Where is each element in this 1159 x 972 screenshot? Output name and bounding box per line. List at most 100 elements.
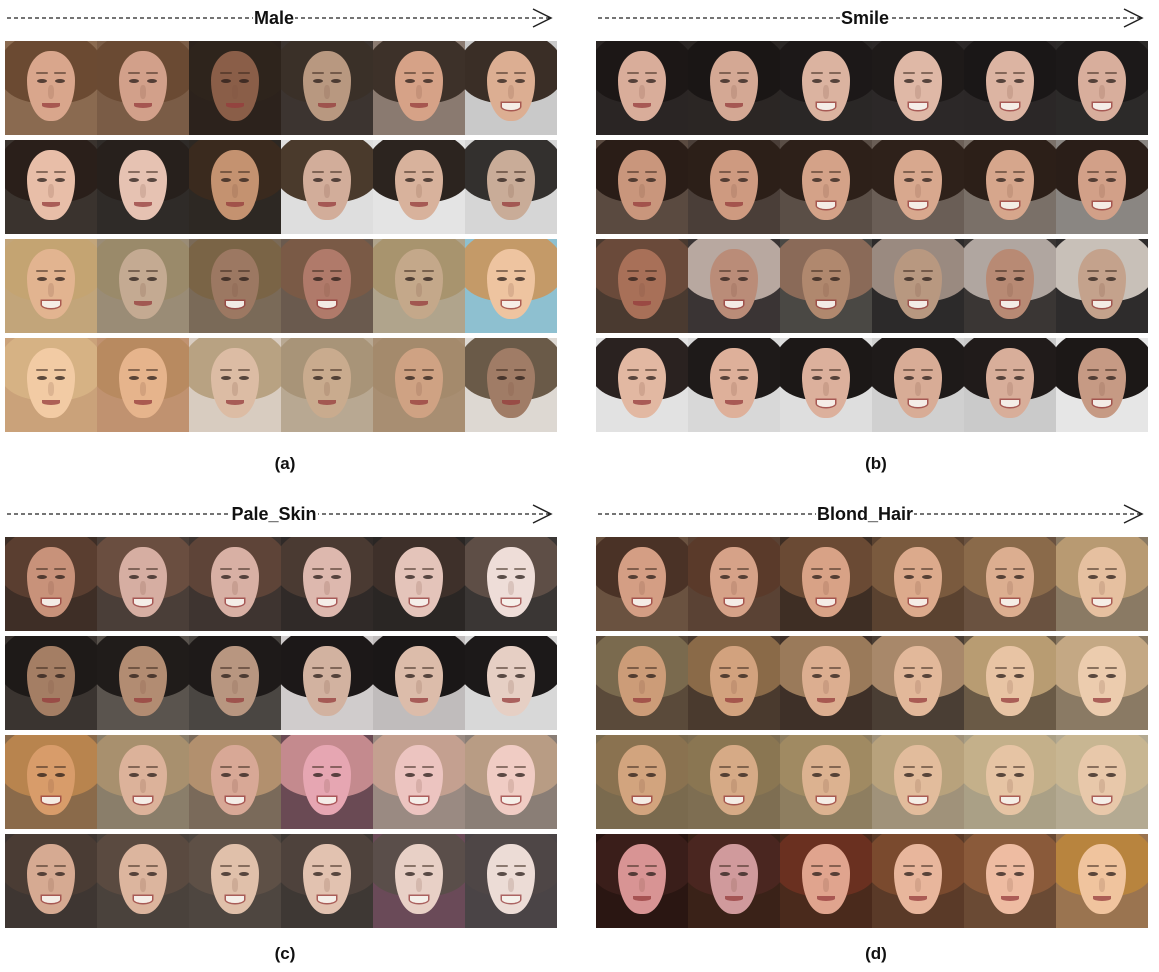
face-thumbnail [465, 834, 557, 928]
face-thumbnail [872, 140, 964, 234]
face-thumbnail [97, 41, 189, 135]
dashed-arrow-icon [598, 8, 1144, 28]
face-row [596, 636, 1148, 730]
attribute-label: Male [252, 8, 296, 28]
face-row [596, 140, 1148, 234]
face-thumbnail [465, 239, 557, 333]
face-thumbnail [189, 239, 281, 333]
face-thumbnail [780, 537, 872, 631]
face-thumbnail [97, 338, 189, 432]
face-thumbnail [373, 636, 465, 730]
face-thumbnail [281, 239, 373, 333]
face-thumbnail [465, 537, 557, 631]
face-thumbnail [1056, 41, 1148, 135]
face-thumbnail [872, 239, 964, 333]
face-thumbnail [189, 537, 281, 631]
face-thumbnail [281, 140, 373, 234]
face-thumbnail [465, 41, 557, 135]
face-row [5, 735, 557, 829]
face-thumbnail [780, 41, 872, 135]
face-thumbnail [5, 636, 97, 730]
face-thumbnail [1056, 537, 1148, 631]
face-thumbnail [373, 537, 465, 631]
face-thumbnail [596, 338, 688, 432]
face-thumbnail [596, 834, 688, 928]
face-thumbnail [596, 239, 688, 333]
face-thumbnail [465, 140, 557, 234]
face-thumbnail [964, 537, 1056, 631]
face-thumbnail [1056, 140, 1148, 234]
face-thumbnail [1056, 636, 1148, 730]
face-thumbnail [688, 338, 780, 432]
face-thumbnail [780, 735, 872, 829]
face-thumbnail [5, 239, 97, 333]
face-thumbnail [373, 140, 465, 234]
face-grid [5, 537, 557, 933]
face-thumbnail [189, 41, 281, 135]
face-thumbnail [596, 636, 688, 730]
attribute-label: Smile [839, 8, 891, 28]
face-thumbnail [189, 834, 281, 928]
attribute-label: Blond_Hair [815, 504, 914, 524]
face-thumbnail [281, 41, 373, 135]
face-thumbnail [964, 41, 1056, 135]
face-thumbnail [688, 239, 780, 333]
face-thumbnail [189, 140, 281, 234]
face-thumbnail [465, 735, 557, 829]
face-thumbnail [596, 41, 688, 135]
face-thumbnail [373, 239, 465, 333]
face-thumbnail [688, 537, 780, 631]
face-thumbnail [281, 735, 373, 829]
face-thumbnail [189, 338, 281, 432]
dashed-arrow-icon [7, 8, 553, 28]
face-thumbnail [1056, 338, 1148, 432]
face-thumbnail [1056, 239, 1148, 333]
face-thumbnail [97, 239, 189, 333]
face-grid [596, 41, 1148, 437]
face-thumbnail [964, 636, 1056, 730]
face-thumbnail [5, 735, 97, 829]
face-thumbnail [688, 834, 780, 928]
face-thumbnail [5, 338, 97, 432]
face-thumbnail [465, 338, 557, 432]
face-thumbnail [189, 636, 281, 730]
face-thumbnail [688, 636, 780, 730]
face-thumbnail [780, 140, 872, 234]
face-row [596, 41, 1148, 135]
face-thumbnail [5, 834, 97, 928]
dashed-arrow-icon [7, 504, 553, 524]
face-thumbnail [596, 140, 688, 234]
face-thumbnail [872, 41, 964, 135]
panel-caption: (d) [865, 944, 887, 963]
face-thumbnail [688, 140, 780, 234]
face-row [596, 834, 1148, 928]
face-thumbnail [97, 140, 189, 234]
face-row [5, 834, 557, 928]
attribute-arrow-header: Blond_Hair [596, 496, 1156, 532]
face-thumbnail [97, 636, 189, 730]
face-row [5, 140, 557, 234]
face-grid [596, 537, 1148, 933]
face-thumbnail [872, 636, 964, 730]
panel-caption: (c) [274, 944, 296, 963]
face-thumbnail [964, 834, 1056, 928]
panel-caption: (b) [865, 454, 887, 473]
face-thumbnail [373, 834, 465, 928]
face-row [5, 41, 557, 135]
face-thumbnail [964, 140, 1056, 234]
face-thumbnail [281, 537, 373, 631]
face-thumbnail [97, 834, 189, 928]
face-thumbnail [97, 537, 189, 631]
face-thumbnail [780, 239, 872, 333]
face-row [596, 239, 1148, 333]
face-thumbnail [964, 735, 1056, 829]
face-thumbnail [780, 636, 872, 730]
face-row [5, 338, 557, 432]
attribute-arrow-header: Smile [596, 0, 1156, 36]
face-row [596, 338, 1148, 432]
face-thumbnail [373, 735, 465, 829]
face-thumbnail [97, 735, 189, 829]
face-thumbnail [688, 41, 780, 135]
face-grid [5, 41, 557, 437]
face-thumbnail [5, 140, 97, 234]
